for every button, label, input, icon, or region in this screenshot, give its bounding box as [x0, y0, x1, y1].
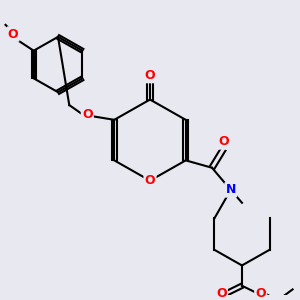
Text: O: O — [145, 174, 155, 187]
Text: O: O — [218, 135, 229, 148]
Text: O: O — [82, 108, 93, 121]
Text: O: O — [145, 69, 155, 82]
Text: O: O — [216, 286, 227, 300]
Text: O: O — [8, 28, 18, 40]
Text: O: O — [255, 286, 266, 300]
Text: N: N — [226, 183, 236, 196]
